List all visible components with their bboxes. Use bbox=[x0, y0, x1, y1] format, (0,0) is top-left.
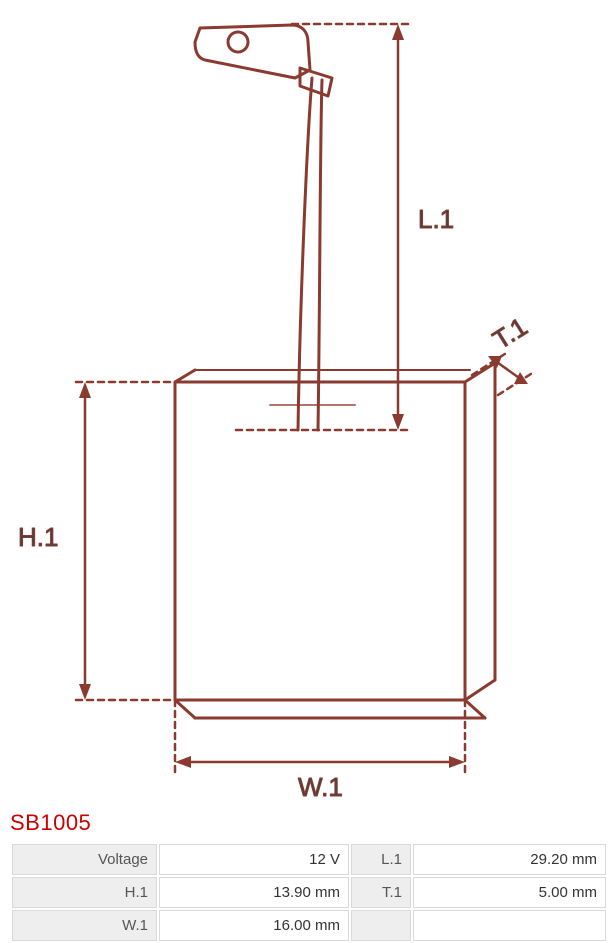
spec-label: T.1 bbox=[351, 877, 411, 908]
dim-label-l1: L.1 bbox=[418, 204, 454, 234]
technical-diagram: L.1 T.1 H.1 W.1 bbox=[0, 0, 608, 808]
spec-label: Voltage bbox=[12, 844, 157, 875]
spec-label: W.1 bbox=[12, 910, 157, 941]
table-row: H.1 13.90 mm T.1 5.00 mm bbox=[12, 877, 606, 908]
spec-value: 12 V bbox=[159, 844, 349, 875]
dim-label-h1: H.1 bbox=[18, 522, 58, 552]
table-row: W.1 16.00 mm bbox=[12, 910, 606, 941]
dim-label-t1: T.1 bbox=[487, 311, 532, 355]
spec-value: 13.90 mm bbox=[159, 877, 349, 908]
spec-label: L.1 bbox=[351, 844, 411, 875]
table-row: Voltage 12 V L.1 29.20 mm bbox=[12, 844, 606, 875]
spec-value bbox=[413, 910, 606, 941]
spec-label bbox=[351, 910, 411, 941]
part-number: SB1005 bbox=[10, 810, 608, 836]
spec-value: 5.00 mm bbox=[413, 877, 606, 908]
spec-value: 29.20 mm bbox=[413, 844, 606, 875]
dim-label-w1: W.1 bbox=[298, 772, 343, 802]
spec-table: Voltage 12 V L.1 29.20 mm H.1 13.90 mm T… bbox=[10, 842, 608, 943]
spec-value: 16.00 mm bbox=[159, 910, 349, 941]
spec-label: H.1 bbox=[12, 877, 157, 908]
